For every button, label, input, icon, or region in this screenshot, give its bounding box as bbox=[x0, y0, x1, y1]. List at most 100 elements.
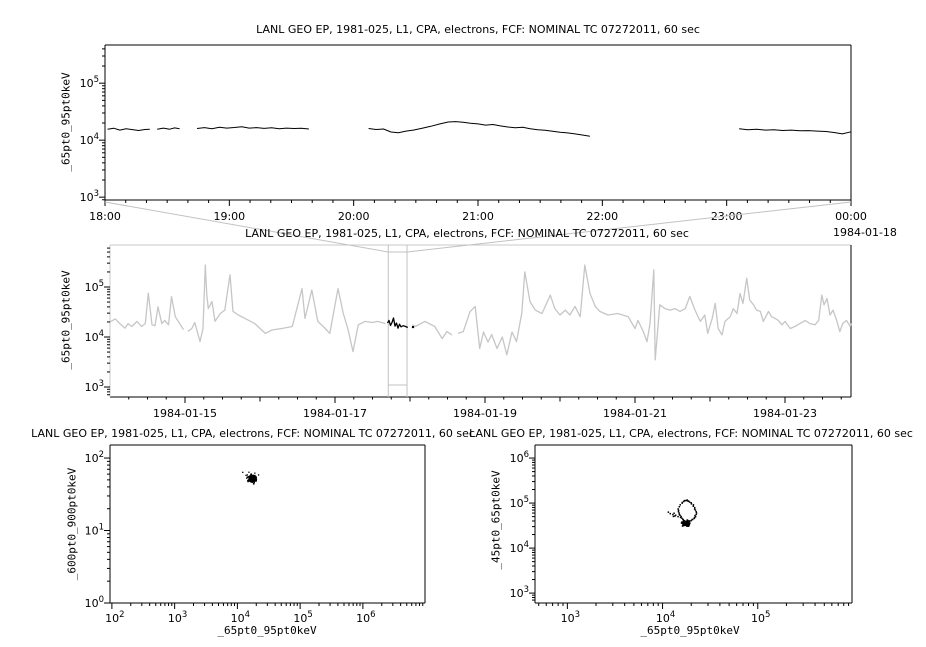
loop-point bbox=[692, 504, 695, 506]
loop-point bbox=[686, 499, 688, 501]
scatter-point bbox=[251, 474, 253, 477]
blob-point bbox=[683, 522, 685, 524]
scatter-point bbox=[251, 478, 254, 480]
blob-point bbox=[683, 520, 685, 523]
blob-point bbox=[686, 525, 688, 527]
y-tick-label: 106 bbox=[510, 450, 529, 465]
scatter-point bbox=[249, 474, 252, 477]
scatter-point bbox=[255, 477, 257, 479]
blob-point bbox=[686, 523, 688, 526]
x-tick-label: 1984-01-17 bbox=[303, 407, 367, 420]
panel-top-title: LANL GEO EP, 1981-025, L1, CPA, electron… bbox=[256, 23, 700, 36]
x-tick-label: 1984-01-21 bbox=[603, 407, 667, 420]
loop-point bbox=[677, 508, 679, 510]
y-axis-label-bottom-right: _45pt0_65pt0keV bbox=[489, 470, 503, 570]
loop-point bbox=[694, 509, 697, 511]
loop-point bbox=[681, 501, 684, 504]
tail-point bbox=[673, 512, 675, 514]
scatter-point bbox=[249, 476, 252, 478]
panel-bottom-left-plot-area[interactable] bbox=[110, 445, 425, 603]
scatter-point bbox=[255, 479, 257, 481]
loop-point bbox=[694, 514, 696, 517]
loop-point bbox=[678, 512, 680, 514]
scatter-point bbox=[255, 476, 257, 478]
blob-point bbox=[686, 522, 689, 525]
x-tick-label: 104 bbox=[656, 610, 675, 625]
tail-point bbox=[669, 512, 671, 515]
blob-point bbox=[681, 521, 683, 523]
y-axis-label-top: _65pt0_95pt0keV bbox=[59, 72, 73, 172]
loop-point bbox=[684, 499, 686, 502]
scatter-point bbox=[257, 474, 260, 476]
x-tick-label: 102 bbox=[105, 610, 124, 625]
scatter-point bbox=[249, 480, 251, 482]
blob-point bbox=[684, 523, 687, 526]
scatter-point bbox=[248, 477, 251, 479]
scatter-point bbox=[251, 475, 254, 478]
x-axis-label-bottom-left: _65pt0_95pt0keV bbox=[217, 624, 317, 637]
scatter-point bbox=[249, 479, 252, 482]
scatter-point bbox=[252, 480, 255, 483]
y-tick-label: 100 bbox=[85, 595, 104, 610]
loop-point bbox=[693, 517, 695, 520]
x-tick-label: 1984-01-23 bbox=[753, 407, 817, 420]
scatter-point bbox=[248, 475, 250, 478]
panel-bottom-right-plot-area[interactable] bbox=[535, 445, 852, 603]
y-tick-label: 105 bbox=[85, 279, 104, 294]
scatter-point bbox=[249, 479, 251, 481]
loop-point bbox=[677, 509, 680, 512]
scatter-point bbox=[245, 474, 247, 476]
loop-point bbox=[688, 501, 691, 503]
loop-point bbox=[694, 516, 697, 518]
data-series bbox=[739, 128, 852, 135]
scatter-point bbox=[253, 477, 255, 479]
y-tick-label: 104 bbox=[85, 329, 104, 344]
data-series bbox=[457, 264, 852, 361]
tail-point bbox=[672, 515, 675, 518]
panel-bottom-right-title: LANL GEO EP, 1981-025, L1, CPA, electron… bbox=[469, 427, 913, 440]
x-tick-label: 1984-01-19 bbox=[453, 407, 517, 420]
loop-point bbox=[679, 504, 681, 506]
blob-point bbox=[688, 520, 690, 523]
x-axis-date-sublabel: 1984-01-18 bbox=[833, 226, 897, 239]
loop-point bbox=[678, 506, 681, 508]
loop-point bbox=[681, 517, 683, 519]
y-tick-label: 104 bbox=[80, 132, 99, 147]
x-tick-label: 103 bbox=[168, 610, 187, 625]
loop-point bbox=[685, 499, 688, 502]
blob-point bbox=[687, 522, 690, 525]
x-tick-label: 104 bbox=[231, 610, 250, 625]
x-tick-label: 21:00 bbox=[462, 210, 494, 223]
blob-point bbox=[684, 521, 686, 524]
y-tick-label: 103 bbox=[85, 379, 104, 394]
x-tick-label: 103 bbox=[561, 610, 580, 625]
data-point bbox=[411, 325, 415, 329]
x-axis-label-bottom-right: _65pt0_95pt0keV bbox=[640, 624, 740, 637]
data-series bbox=[109, 292, 185, 331]
scatter-point bbox=[250, 473, 252, 475]
loop-point bbox=[679, 516, 682, 519]
loop-point bbox=[682, 518, 684, 521]
loop-point bbox=[677, 510, 680, 513]
scatter-point bbox=[255, 478, 258, 481]
x-tick-label: 18:00 bbox=[89, 210, 121, 223]
loop-point bbox=[680, 515, 682, 518]
blob-point bbox=[687, 524, 690, 526]
loop-point bbox=[690, 502, 692, 504]
data-series bbox=[386, 317, 409, 329]
scatter-point bbox=[254, 478, 256, 481]
panel-top-plot-area[interactable] bbox=[105, 45, 851, 200]
x-tick-label: 22:00 bbox=[586, 210, 618, 223]
scatter-point bbox=[246, 476, 249, 478]
scatter-point bbox=[248, 480, 250, 482]
panel-context-plot-area[interactable] bbox=[110, 245, 851, 397]
scatter-point bbox=[254, 474, 256, 477]
loop-point bbox=[693, 516, 696, 519]
loop-point bbox=[692, 505, 694, 507]
panel-bottom-left-title: LANL GEO EP, 1981-025, L1, CPA, electron… bbox=[31, 427, 475, 440]
scatter-point bbox=[254, 476, 256, 478]
context-connector-left bbox=[104, 201, 389, 253]
x-tick-label: 20:00 bbox=[338, 210, 370, 223]
y-axis-label-bottom-left: _600pt0_900pt0keV bbox=[65, 467, 79, 581]
